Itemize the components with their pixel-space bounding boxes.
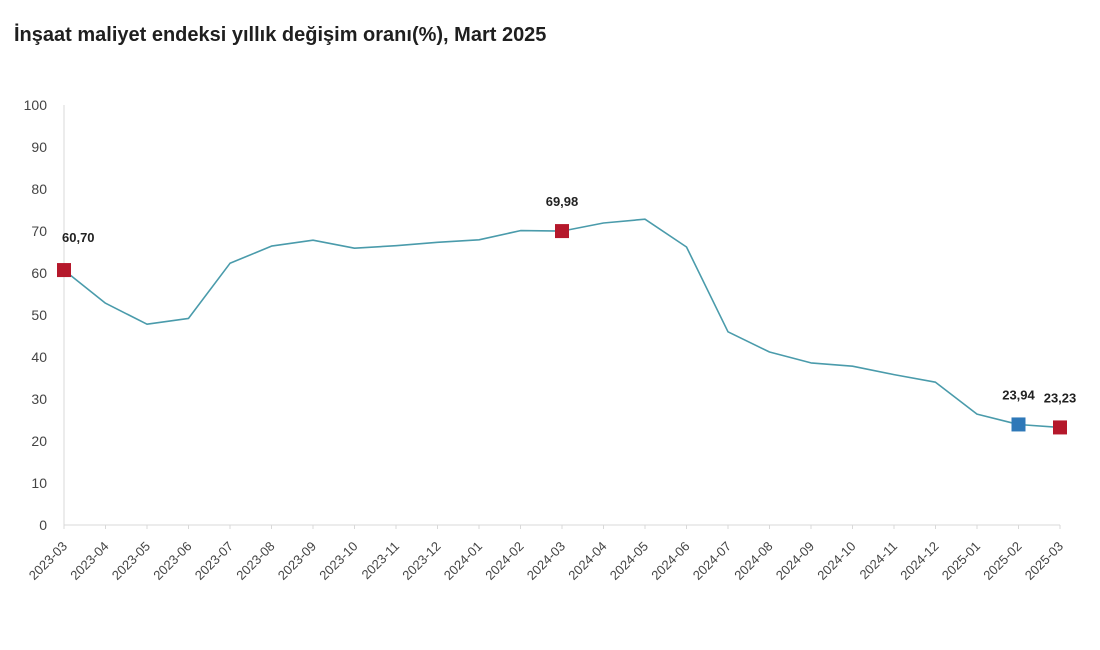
series-line <box>63 218 1061 429</box>
data-label: 23,94 <box>1002 387 1035 402</box>
x-tick-label: 2024-11 <box>856 539 900 583</box>
x-tick-label: 2024-03 <box>524 539 568 583</box>
data-point-marker <box>1011 417 1026 432</box>
y-tick-label: 20 <box>31 433 47 449</box>
x-tick-label: 2023-04 <box>67 539 111 583</box>
y-tick-label: 100 <box>24 97 48 113</box>
data-label: 23,23 <box>1044 390 1077 405</box>
x-tick-label: 2023-06 <box>150 539 194 583</box>
y-tick-label: 0 <box>39 517 47 533</box>
chart-title: İnşaat maliyet endeksi yıllık değişim or… <box>14 24 547 46</box>
data-point-marker <box>1053 420 1067 435</box>
x-tick-label: 2023-07 <box>192 539 236 583</box>
x-tick-label: 2023-08 <box>233 539 277 583</box>
y-tick-label: 40 <box>31 349 47 365</box>
x-tick-label: 2023-11 <box>358 539 402 583</box>
x-tick-label: 2023-03 <box>26 539 70 583</box>
x-tick-label: 2025-02 <box>980 539 1024 583</box>
y-tick-label: 60 <box>31 265 47 281</box>
x-tick-label: 2024-08 <box>731 539 775 583</box>
y-tick-label: 80 <box>31 181 47 197</box>
data-label: 69,98 <box>546 194 579 209</box>
y-axis: 0 10 20 30 40 50 60 70 80 90 100 <box>24 97 65 533</box>
data-labels: 60,70 69,98 23,94 23,23 <box>62 194 1076 405</box>
x-tick-label: 2024-05 <box>607 539 651 583</box>
x-tick-label: 2024-07 <box>690 539 734 583</box>
x-tick-label: 2023-12 <box>399 539 443 583</box>
x-tick-label: 2024-01 <box>441 539 485 583</box>
y-tick-label: 10 <box>31 475 47 491</box>
data-point-marker <box>555 224 569 239</box>
x-tick-label: 2024-10 <box>814 539 858 583</box>
x-tick-label: 2023-09 <box>275 539 319 583</box>
series-layer <box>63 218 1061 429</box>
x-tick-label: 2024-04 <box>565 539 609 583</box>
x-tick-label: 2024-06 <box>648 539 692 583</box>
x-tick-label: 2025-01 <box>939 539 983 583</box>
x-tick-label: 2023-10 <box>316 539 360 583</box>
x-tick-label: 2024-09 <box>773 539 817 583</box>
data-point-marker <box>57 263 71 278</box>
highlight-markers <box>57 224 1067 435</box>
x-tick-label: 2025-03 <box>1022 539 1066 583</box>
y-tick-label: 70 <box>31 223 47 239</box>
x-tick-label: 2024-02 <box>482 539 526 583</box>
y-tick-label: 50 <box>31 307 47 323</box>
data-label: 60,70 <box>62 230 95 245</box>
y-tick-label: 90 <box>31 139 47 155</box>
x-tick-label: 2023-05 <box>109 539 153 583</box>
x-tick-label: 2024-12 <box>897 539 941 583</box>
x-axis: 2023-032023-042023-052023-062023-072023-… <box>26 524 1066 583</box>
y-tick-label: 30 <box>31 391 47 407</box>
